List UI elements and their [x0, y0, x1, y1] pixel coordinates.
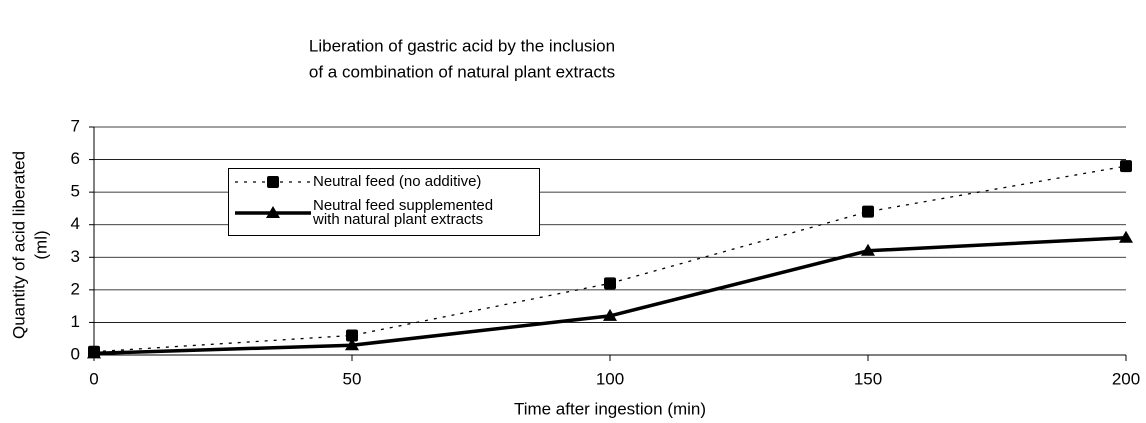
- y-axis-label: Quantity of acid liberated: [9, 151, 28, 339]
- marker: [862, 205, 874, 218]
- legend-label: Neutral feed supplemented with natural p…: [313, 197, 494, 228]
- x-tick-label: 200: [1112, 369, 1140, 388]
- y-tick-label: 2: [71, 279, 80, 298]
- chart-title: Liberation of gastric acid by the inclus…: [309, 36, 615, 55]
- y-axis-label: (ml): [31, 230, 50, 259]
- y-tick-label: 3: [71, 247, 80, 266]
- y-tick-label: 0: [71, 344, 80, 363]
- series-line: [93, 235, 1127, 356]
- legend: Neutral feed (no additive) Neutral feed s…: [228, 168, 540, 236]
- legend-item: Neutral feed (no additive): [233, 173, 513, 191]
- marker: [1119, 230, 1133, 243]
- legend-marker: [267, 176, 279, 188]
- x-tick-label: 50: [343, 369, 362, 388]
- legend-label: Neutral feed (no additive): [313, 173, 482, 190]
- y-tick-label: 4: [71, 214, 80, 233]
- marker: [87, 346, 101, 359]
- chart-title: of a combination of natural plant extrac…: [309, 62, 615, 81]
- x-tick-label: 150: [854, 369, 882, 388]
- marker: [604, 277, 616, 290]
- series-line: [93, 165, 1127, 353]
- legend-marker: [266, 206, 280, 218]
- legend-swatch: [235, 176, 311, 188]
- x-tick-label: 0: [89, 369, 98, 388]
- marker: [346, 329, 358, 342]
- legend-swatch: [235, 206, 311, 218]
- marker: [603, 308, 617, 321]
- y-tick-label: 1: [71, 312, 80, 331]
- y-tick-label: 7: [71, 116, 80, 135]
- marker: [861, 243, 875, 256]
- x-axis-label: Time after ingestion (min): [514, 399, 706, 418]
- x-tick-label: 100: [596, 369, 624, 388]
- legend-item: Neutral feed supplemented with natural p…: [233, 197, 513, 228]
- marker: [345, 338, 359, 351]
- y-tick-label: 6: [71, 149, 80, 168]
- y-tick-label: 5: [71, 182, 80, 201]
- marker: [1120, 160, 1132, 173]
